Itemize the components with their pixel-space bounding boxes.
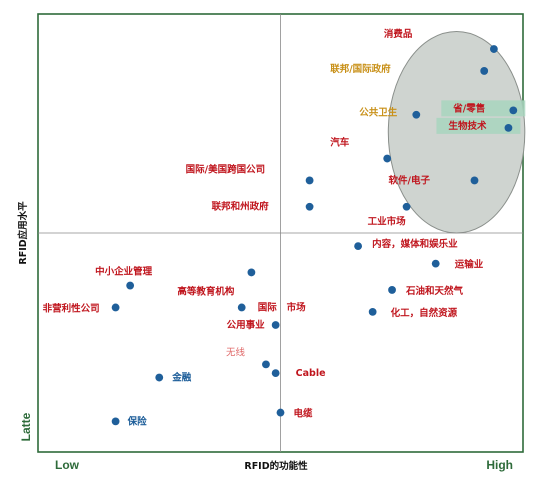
point-label: 运输业 bbox=[455, 259, 484, 271]
point-label: 生物技术 bbox=[448, 120, 487, 132]
data-point bbox=[470, 176, 479, 185]
y-axis-title: RFID应用水平 bbox=[17, 201, 29, 265]
data-point bbox=[305, 202, 314, 211]
data-point bbox=[276, 408, 285, 417]
data-point bbox=[111, 303, 120, 312]
point-label: 联邦和州政府 bbox=[212, 201, 270, 213]
x-axis-low-label: Low bbox=[55, 458, 80, 472]
data-point bbox=[354, 242, 362, 251]
data-point bbox=[490, 45, 498, 53]
point-label: 无线 bbox=[226, 346, 246, 358]
point-label: Cable bbox=[296, 368, 326, 379]
data-point bbox=[504, 123, 513, 132]
point-label: 电缆 bbox=[294, 408, 314, 420]
data-point bbox=[509, 106, 518, 115]
data-point bbox=[111, 417, 120, 426]
data-point bbox=[271, 321, 280, 329]
point-label: 联邦/国际政府 bbox=[330, 63, 391, 75]
point-label: 公共卫生 bbox=[359, 107, 398, 119]
data-point bbox=[247, 268, 256, 277]
point-label: 石油和天然气 bbox=[405, 285, 464, 297]
point-label: 工业市场 bbox=[368, 216, 407, 228]
point-label: 汽车 bbox=[330, 137, 350, 149]
y-axis-low-label: Latte bbox=[19, 412, 33, 441]
x-axis-title: RFID的功能性 bbox=[244, 460, 308, 472]
point-label: 软件/电子 bbox=[389, 174, 431, 186]
point-label: 国际 bbox=[258, 302, 278, 313]
data-point bbox=[431, 259, 440, 268]
point-label: 省/零售 bbox=[452, 102, 485, 114]
data-point bbox=[237, 303, 246, 312]
point-label: 非营利性公司 bbox=[43, 302, 100, 314]
data-point bbox=[383, 154, 392, 163]
point-label: 金融 bbox=[171, 372, 192, 384]
x-axis-high-label: High bbox=[486, 458, 513, 472]
point-label: 公用事业 bbox=[227, 319, 266, 331]
data-point bbox=[262, 360, 270, 369]
data-point bbox=[305, 176, 314, 185]
data-point bbox=[480, 67, 489, 75]
data-point bbox=[126, 281, 135, 290]
point-label: 化工，自然资源 bbox=[391, 307, 458, 319]
label-highlight-box bbox=[441, 100, 526, 117]
data-point bbox=[271, 369, 280, 378]
data-point bbox=[412, 110, 421, 119]
point-label: 消费品 bbox=[384, 28, 413, 40]
point-label: 国际/美国跨国公司 bbox=[186, 163, 265, 175]
data-point bbox=[402, 202, 411, 211]
point-label: 中小企业管理 bbox=[95, 266, 153, 278]
data-point bbox=[368, 307, 377, 316]
data-point bbox=[388, 286, 396, 294]
point-label: 高等教育机构 bbox=[177, 285, 235, 297]
point-label: 内容，媒体和娱乐业 bbox=[372, 238, 458, 250]
point-label: 市场 bbox=[287, 301, 307, 313]
point-label: 保险 bbox=[127, 415, 148, 427]
data-point bbox=[155, 373, 164, 382]
label-highlight-box bbox=[436, 117, 521, 134]
